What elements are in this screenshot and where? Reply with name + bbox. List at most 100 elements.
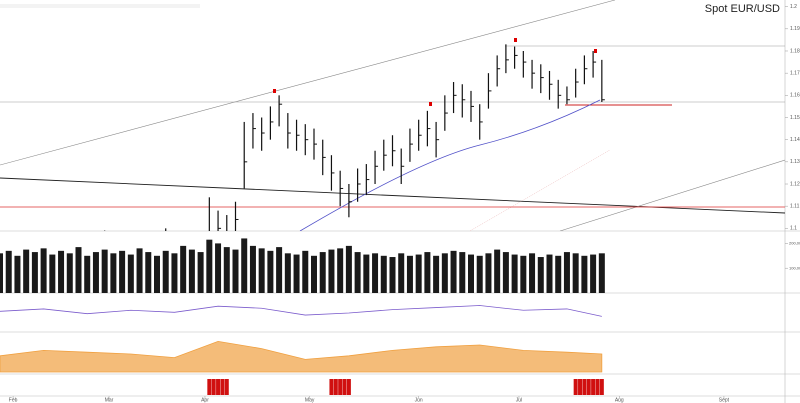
y-tick-label: 1.14 xyxy=(790,137,800,143)
volume-bar xyxy=(502,252,509,293)
rsi-line xyxy=(0,305,602,317)
volume-bar xyxy=(311,255,317,293)
volume-bar xyxy=(267,250,274,293)
volume-bar xyxy=(511,254,518,293)
volume-bar xyxy=(136,248,143,293)
volume-bar xyxy=(232,249,239,293)
signal-bar xyxy=(578,379,583,395)
annotations xyxy=(0,0,785,231)
volume-bar xyxy=(0,253,3,293)
volume-bar xyxy=(14,255,21,293)
x-tick-label: Apr xyxy=(201,397,209,403)
volume-bar xyxy=(398,253,405,293)
x-tick-label: Feb xyxy=(9,397,18,403)
volume-bar xyxy=(180,245,187,293)
signal-bar xyxy=(338,379,343,395)
volume-bar xyxy=(590,254,597,293)
volume-bar xyxy=(276,247,283,293)
volume-bar xyxy=(145,252,152,293)
y-tick-label: 1.13 xyxy=(790,159,800,165)
volume-bar xyxy=(389,257,396,293)
signal-bar xyxy=(573,379,578,395)
volume-bar xyxy=(581,255,588,293)
volume-bar xyxy=(450,250,457,293)
y-tick-label: 1.2 xyxy=(790,4,797,10)
signal-bar xyxy=(591,379,596,395)
x-tick-label: Jul xyxy=(516,397,522,403)
volume-bar xyxy=(197,252,204,293)
y-tick-label: 1.17 xyxy=(790,70,800,76)
signal-bar xyxy=(599,379,604,395)
signal-bar xyxy=(329,379,334,395)
x-tick-label: May xyxy=(305,397,315,403)
volume-bar xyxy=(58,250,65,293)
signal-bar xyxy=(211,379,216,395)
volume-bar xyxy=(293,254,300,293)
volume-bar xyxy=(119,250,126,293)
volume-bar xyxy=(520,255,527,293)
x-tick-label: Mar xyxy=(105,397,114,403)
volume-bar xyxy=(337,248,344,293)
volume-bar xyxy=(206,239,213,293)
volume-bar xyxy=(31,252,38,293)
volume-bar xyxy=(23,249,30,293)
volume-bar xyxy=(494,249,501,293)
volume-bar xyxy=(223,247,230,293)
volume-bar xyxy=(258,248,265,293)
volume-bar xyxy=(110,253,117,293)
signal-bar xyxy=(586,379,591,395)
volume-bar xyxy=(441,253,448,293)
y-tick-label: 1.19 xyxy=(790,26,800,32)
volume-bar xyxy=(476,255,483,293)
signal-bar xyxy=(346,379,351,395)
volume-bar xyxy=(84,255,91,293)
volume-tick-label: 200,000 xyxy=(789,240,800,245)
signal-bar xyxy=(333,379,338,395)
volume-bar xyxy=(328,249,335,293)
volume-bar xyxy=(171,253,178,293)
volume-bar xyxy=(345,245,352,293)
x-tick-label: Aug xyxy=(615,397,624,403)
volume-bar xyxy=(380,255,387,293)
volume-bar xyxy=(127,254,134,293)
signal-bar xyxy=(220,379,225,395)
volume-bar xyxy=(598,253,605,293)
volume-bar xyxy=(537,257,544,293)
signal-bar xyxy=(342,379,347,395)
volume-bar xyxy=(372,253,379,293)
volume-bar xyxy=(406,255,413,293)
y-tick-label: 1.1 xyxy=(790,226,797,232)
y-tick-label: 1.11 xyxy=(790,204,800,210)
signal-bar xyxy=(595,379,600,395)
volume-bar xyxy=(459,252,466,293)
volume-bar xyxy=(249,245,256,293)
y-tick-label: 1.16 xyxy=(790,93,800,99)
volume-bar xyxy=(363,254,370,293)
signal-bar xyxy=(582,379,587,395)
y-tick-label: 1.12 xyxy=(790,181,800,187)
volume-bar xyxy=(162,250,169,293)
volume-bar xyxy=(319,252,326,293)
volume-bar xyxy=(101,249,108,293)
volume-bar xyxy=(49,254,56,293)
volume-bar xyxy=(433,255,440,293)
volume-bar xyxy=(5,250,12,293)
volume-bar xyxy=(485,253,492,293)
volume-bar xyxy=(415,254,422,293)
volume-tick-label: 100,000 xyxy=(789,265,800,270)
signal-bar xyxy=(216,379,221,395)
volume-bar xyxy=(546,254,553,293)
x-tick-label: Jun xyxy=(415,397,423,403)
volume-bar xyxy=(92,252,99,293)
stoch-line xyxy=(0,340,603,373)
toolbar xyxy=(0,4,200,8)
volume-bar xyxy=(572,253,579,293)
volume-bar xyxy=(424,252,431,293)
volume-bar xyxy=(529,253,536,293)
volume-bar xyxy=(302,250,309,293)
volume-bar xyxy=(468,254,474,293)
volume-bar xyxy=(241,238,248,293)
volume-bar xyxy=(40,248,47,293)
volume-bar xyxy=(66,253,73,293)
